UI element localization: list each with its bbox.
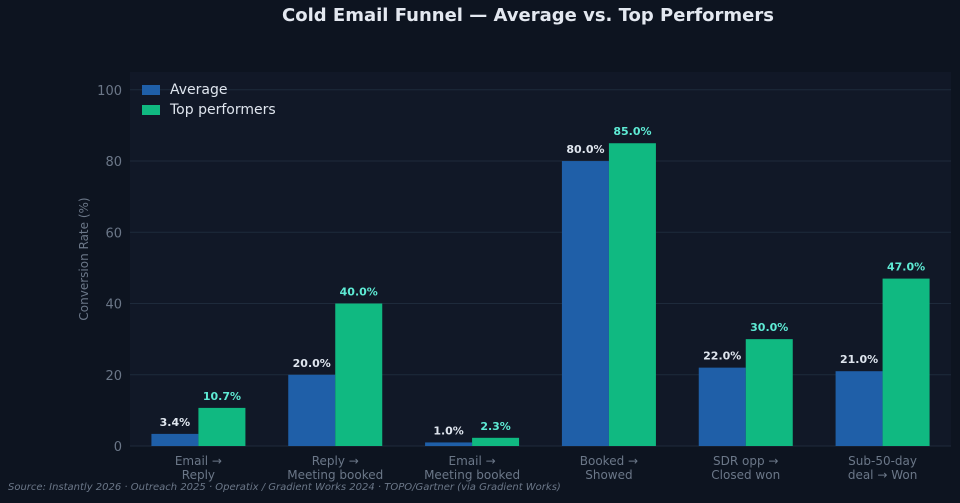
bar-top-performers <box>745 339 793 446</box>
data-label: 20.0% <box>293 357 331 370</box>
x-tick-label: Showed <box>585 468 632 482</box>
y-tick-label: 80 <box>105 155 122 170</box>
y-tick-label: 60 <box>105 226 122 241</box>
plot-area <box>130 72 951 446</box>
x-tick-label: deal → Won <box>848 468 917 482</box>
data-label: 80.0% <box>566 143 604 156</box>
bars <box>151 143 930 447</box>
data-label: 85.0% <box>613 125 651 138</box>
bar-top-performers <box>472 437 520 446</box>
legend-item-top-performers: Top performers <box>142 100 276 120</box>
bar-top-performers <box>198 407 246 446</box>
data-labels: 3.4% 10.7% 20.0% 40.0% 1.0% 2.3% 80.0% 85.0% 22.… <box>160 125 926 437</box>
x-tick-label: Email → <box>448 454 495 468</box>
legend-item-average: Average <box>142 80 276 100</box>
legend: Average Top performers <box>142 80 276 120</box>
data-label: 22.0% <box>703 350 741 363</box>
x-tick-label: Closed won <box>711 468 780 482</box>
data-label: 10.7% <box>203 390 241 403</box>
source-note: Source: Instantly 2026 · Outreach 2025 ·… <box>8 482 561 493</box>
legend-swatch-top-performers <box>142 105 160 115</box>
y-axis-ticks: 0 20 40 60 80 100 <box>97 84 122 455</box>
bar-top-performers <box>335 303 383 446</box>
data-label: 2.3% <box>480 420 511 433</box>
y-tick-label: 20 <box>105 369 122 384</box>
y-tick-label: 0 <box>114 440 122 455</box>
x-tick-label: Meeting booked <box>424 468 520 482</box>
data-label: 47.0% <box>887 261 925 274</box>
data-label: 40.0% <box>340 286 378 299</box>
y-axis-label: Conversion Rate (%) <box>77 197 91 321</box>
x-tick-label: Reply → <box>312 454 359 468</box>
legend-swatch-average <box>142 85 160 95</box>
x-tick-label: Sub-50-day <box>848 454 917 468</box>
y-tick-label: 40 <box>105 298 122 313</box>
x-tick-label: Email → <box>175 454 222 468</box>
x-tick-label: Booked → <box>580 454 638 468</box>
bar-average <box>151 433 199 446</box>
data-label: 1.0% <box>433 424 464 437</box>
bar-average <box>835 371 883 446</box>
chart-title: Cold Email Funnel — Average vs. Top Perf… <box>282 5 774 26</box>
bar-average <box>698 367 746 446</box>
x-tick-label: Meeting booked <box>287 468 383 482</box>
bar-average <box>288 374 336 446</box>
bar-top-performers <box>882 278 930 446</box>
bar-top-performers <box>608 143 656 446</box>
bar-average <box>561 161 609 447</box>
grid-lines <box>130 89 951 447</box>
bar-average <box>425 442 473 446</box>
data-label: 3.4% <box>160 416 191 429</box>
legend-label-average: Average <box>170 82 228 98</box>
y-tick-label: 100 <box>97 84 122 99</box>
data-label: 21.0% <box>840 353 878 366</box>
data-label: 30.0% <box>750 321 788 334</box>
x-tick-label: SDR opp → <box>713 454 778 468</box>
x-tick-label: Reply <box>182 468 215 482</box>
legend-label-top-performers: Top performers <box>170 102 276 118</box>
